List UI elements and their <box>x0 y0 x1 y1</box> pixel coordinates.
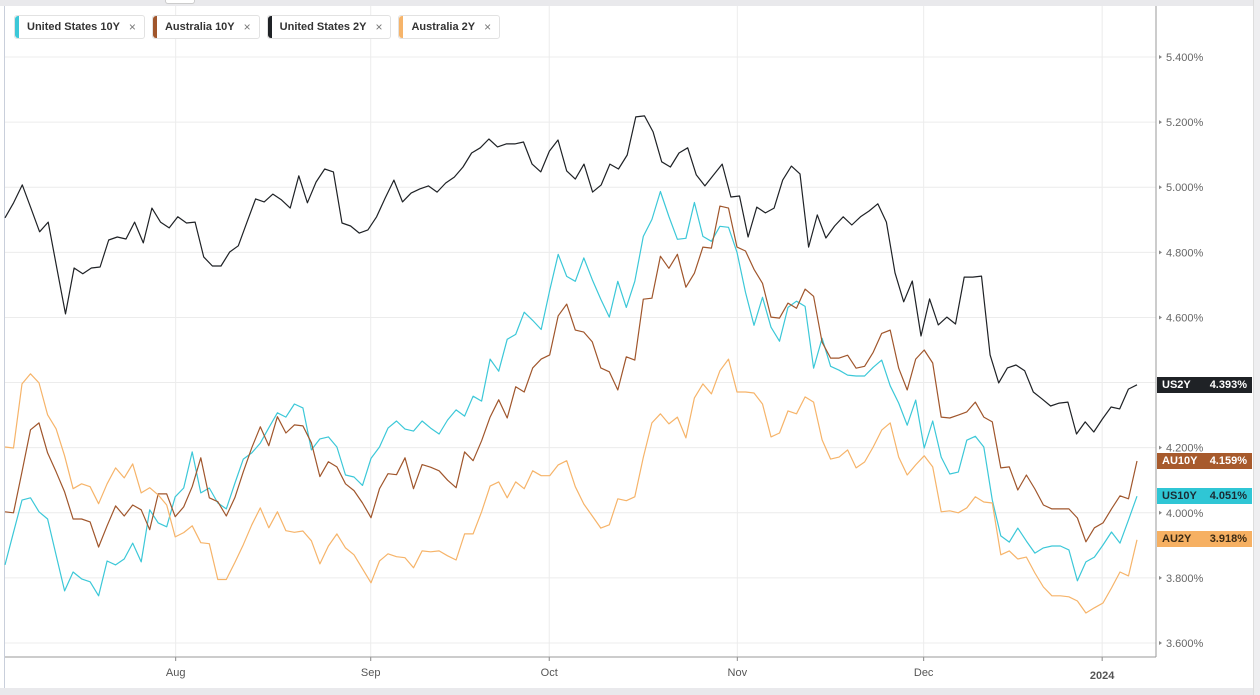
y-tick-label: 4.000% <box>1166 508 1204 520</box>
legend-chip-us10y[interactable]: United States 10Y × <box>14 15 145 39</box>
legend-chip-au10y[interactable]: Australia 10Y × <box>151 15 260 39</box>
series-line-australia-10y[interactable] <box>4 205 1138 548</box>
x-tick-label: Dec <box>914 667 934 679</box>
last-value-badge-us10y: US10Y 4.051% <box>1157 488 1252 505</box>
legend-label: Australia 10Y <box>164 21 235 33</box>
y-tick-mark <box>1159 185 1162 190</box>
y-tick-mark <box>1159 55 1162 59</box>
series-line-australia-2y[interactable] <box>4 358 1138 614</box>
x-tick-label: Sep <box>361 667 381 679</box>
y-tick-mark <box>1159 120 1162 125</box>
badge-code: US10Y <box>1162 490 1197 503</box>
y-tick-label: 4.800% <box>1166 247 1204 259</box>
badge-value: 4.393% <box>1209 378 1247 391</box>
y-tick-label: 3.800% <box>1166 573 1204 585</box>
legend-label: United States 2Y <box>279 21 367 33</box>
top-toolbar-strip <box>0 0 1260 6</box>
series-line-united-states-2y[interactable] <box>4 115 1138 435</box>
close-icon[interactable]: × <box>375 20 383 34</box>
y-tick-mark <box>1159 250 1162 255</box>
y-tick-label: 4.200% <box>1166 443 1204 455</box>
x-tick-label: Aug <box>166 667 186 679</box>
color-swatch <box>399 16 404 38</box>
legend-label: United States 10Y <box>27 21 120 33</box>
last-value-badge-us2y: US2Y 4.393% <box>1157 376 1252 393</box>
x-tick-label: Nov <box>728 667 748 679</box>
gridlines <box>5 6 1156 657</box>
y-tick-label: 3.600% <box>1166 638 1204 650</box>
collapse-tab[interactable] <box>165 0 195 4</box>
x-tick-label: Oct <box>541 667 558 679</box>
close-icon[interactable]: × <box>243 20 251 34</box>
color-swatch <box>267 16 272 38</box>
badge-value: 4.051% <box>1209 490 1247 503</box>
plot-left-border <box>4 6 5 688</box>
bottom-strip <box>0 688 1260 695</box>
legend-label: Australia 2Y <box>411 21 476 33</box>
y-tick-mark <box>1159 575 1162 580</box>
close-icon[interactable]: × <box>484 20 492 34</box>
y-tick-mark <box>1159 445 1162 450</box>
badge-code: US2Y <box>1162 378 1191 391</box>
color-swatch <box>152 16 157 38</box>
y-tick-mark <box>1159 315 1162 320</box>
y-tick-label: 4.600% <box>1166 312 1204 324</box>
series-line-united-states-10y[interactable] <box>4 190 1138 597</box>
last-value-badge-au10y: AU10Y 4.159% <box>1157 453 1252 469</box>
color-swatch <box>15 16 19 38</box>
badge-value: 3.918% <box>1209 533 1247 546</box>
close-icon[interactable]: × <box>128 20 136 34</box>
y-tick-label: 5.200% <box>1166 117 1204 129</box>
x-tick-label: 2024 <box>1090 670 1115 682</box>
legend-chip-us2y[interactable]: United States 2Y × <box>266 15 392 39</box>
y-tick-label: 5.000% <box>1166 182 1204 194</box>
series-lines <box>4 115 1138 614</box>
axes: 5.400% 5.200% 5.000% 4.800% 4.600% 4.200% 4.00… <box>5 6 1204 682</box>
badge-code: AU10Y <box>1162 455 1198 467</box>
last-value-badge-au2y: AU2Y 3.918% <box>1157 531 1252 548</box>
badge-value: 4.159% <box>1209 455 1247 467</box>
badge-code: AU2Y <box>1162 533 1192 546</box>
legend: United States 10Y × Australia 10Y × Unit… <box>14 15 501 39</box>
y-tick-mark <box>1159 510 1162 515</box>
y-tick-mark <box>1159 641 1162 645</box>
legend-chip-au2y[interactable]: Australia 2Y × <box>398 15 501 39</box>
y-tick-label: 5.400% <box>1166 52 1204 64</box>
right-scrollbar[interactable] <box>1253 0 1260 695</box>
